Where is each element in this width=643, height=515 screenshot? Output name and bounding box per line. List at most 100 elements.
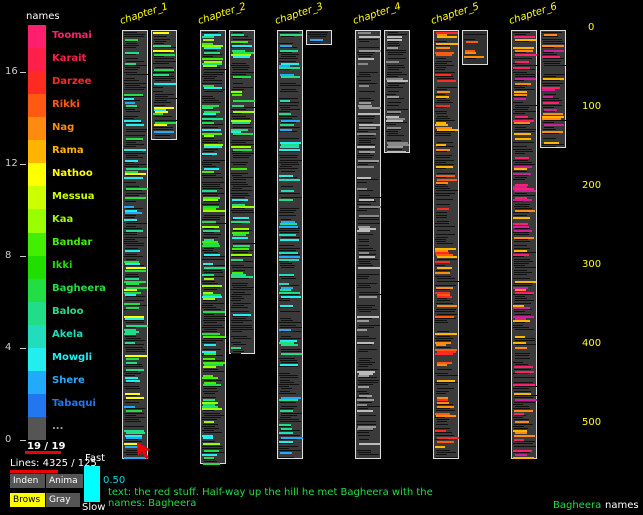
text-line-mark: [515, 150, 533, 152]
chapter-text-column[interactable]: [277, 30, 303, 459]
legend-name-label[interactable]: Karait: [52, 52, 87, 64]
legend-swatch[interactable]: [28, 393, 46, 418]
text-line-mark: [435, 434, 454, 436]
text-line-mark: [125, 135, 145, 137]
text-line-mark: [359, 142, 371, 143]
legend-swatch[interactable]: [28, 278, 46, 303]
text-line-mark: [514, 131, 535, 132]
chapter-label[interactable]: chapter_3: [273, 1, 325, 28]
name-legend-bar[interactable]: [28, 25, 46, 441]
legend-swatch[interactable]: [28, 140, 46, 164]
legend-name-label[interactable]: Mowgli: [52, 352, 93, 364]
legend-name-label[interactable]: Rikki: [52, 98, 80, 110]
animation-button[interactable]: Anima: [46, 474, 83, 488]
text-line-mark: [126, 131, 146, 132]
legend-name-label[interactable]: Nathoo: [52, 167, 93, 179]
text-line-mark: [232, 298, 244, 300]
text-line-mark: [435, 186, 448, 187]
text-line-mark: [543, 122, 554, 124]
text-line-mark: [435, 51, 454, 54]
chapter-label[interactable]: chapter_6: [507, 1, 559, 28]
indent-button[interactable]: Inden: [10, 474, 45, 488]
text-line-mark: [543, 36, 558, 38]
text-line-mark: [279, 131, 297, 132]
legend-swatch[interactable]: [28, 255, 46, 280]
legend-name-label[interactable]: Tabaqui: [52, 398, 96, 410]
legend-swatch[interactable]: [28, 117, 46, 141]
legend-swatch[interactable]: [28, 324, 46, 349]
legend-swatch[interactable]: [28, 163, 46, 187]
chapter-text-column[interactable]: [306, 30, 332, 45]
legend-name-label[interactable]: Nag: [52, 121, 75, 133]
text-line-mark: [124, 82, 146, 84]
legend-name-label[interactable]: Bandar: [52, 237, 93, 249]
text-line-mark: [359, 98, 371, 99]
text-line-mark: [233, 216, 249, 219]
text-line-mark: [544, 34, 557, 37]
chapter-label[interactable]: chapter_4: [351, 1, 403, 28]
text-line-mark: [515, 364, 528, 366]
text-line-mark: [154, 109, 166, 111]
text-line-mark: [435, 260, 450, 263]
chapter-text-column[interactable]: [122, 30, 148, 459]
legend-name-label[interactable]: Darzee: [52, 75, 92, 87]
chapter-text-column[interactable]: [462, 30, 488, 65]
legend-name-label[interactable]: Shere: [52, 375, 85, 387]
text-line-mark: [464, 34, 486, 36]
text-line-mark: [126, 124, 144, 127]
legend-swatch[interactable]: [28, 301, 46, 326]
chapter-text-column[interactable]: [200, 30, 226, 466]
text-line-mark: [232, 153, 254, 154]
chapter-label[interactable]: chapter_1: [118, 1, 170, 28]
text-line-mark: [279, 192, 300, 194]
chapter-text-column[interactable]: [355, 30, 381, 459]
text-line-mark: [233, 106, 255, 108]
legend-name-label[interactable]: Baloo: [52, 306, 84, 318]
legend-name-label[interactable]: Bagheera: [52, 283, 106, 295]
legend-swatch[interactable]: [28, 186, 46, 210]
chapter-text-column[interactable]: [540, 30, 566, 148]
text-line-mark: [124, 166, 139, 168]
chapter-text-column[interactable]: [433, 30, 459, 459]
chapter-label[interactable]: chapter_5: [429, 1, 481, 28]
text-line-mark: [126, 432, 145, 435]
legend-name-label[interactable]: Toomai: [52, 29, 92, 41]
legend-swatch[interactable]: [28, 48, 46, 72]
text-line-mark: [513, 307, 530, 309]
legend-swatch[interactable]: [28, 370, 46, 395]
chapter-text-column[interactable]: [151, 30, 177, 140]
legend-name-label[interactable]: Ikki: [52, 260, 73, 272]
text-line-mark: [280, 157, 297, 159]
text-line-mark: [515, 157, 529, 160]
legend-swatch[interactable]: [28, 94, 46, 118]
chapter-label[interactable]: chapter_2: [196, 1, 248, 28]
chapter-text-column[interactable]: [511, 30, 537, 459]
legend-swatch[interactable]: [28, 25, 46, 49]
legend-swatch[interactable]: [28, 347, 46, 372]
legend-swatch[interactable]: [28, 209, 46, 233]
text-line-mark: [436, 254, 453, 257]
legend-name-label[interactable]: ...: [52, 421, 64, 433]
chapter-text-column[interactable]: [384, 30, 410, 153]
legend-name-label[interactable]: Messua: [52, 190, 95, 202]
text-line-mark: [125, 417, 145, 418]
text-line-mark: [435, 62, 447, 64]
text-line-mark: [514, 410, 533, 413]
text-line-mark: [435, 76, 453, 77]
chapter-text-column[interactable]: [229, 30, 255, 355]
text-line-mark: [126, 337, 141, 339]
legend-name-label[interactable]: Rama: [52, 144, 84, 156]
text-line-mark: [280, 340, 297, 342]
text-line-mark: [358, 425, 376, 428]
legend-swatch[interactable]: [28, 71, 46, 95]
legend-name-label[interactable]: Kaa: [52, 213, 74, 225]
gray-button[interactable]: Gray: [46, 493, 80, 507]
legend-name-label[interactable]: Akela: [52, 329, 84, 341]
legend-swatch[interactable]: [28, 416, 46, 441]
browse-button[interactable]: Brows: [10, 493, 45, 507]
text-line-mark: [357, 304, 375, 306]
text-line-mark: [359, 293, 381, 295]
text-line-mark: [203, 256, 225, 258]
speed-slider[interactable]: [84, 466, 100, 502]
legend-swatch[interactable]: [28, 232, 46, 257]
